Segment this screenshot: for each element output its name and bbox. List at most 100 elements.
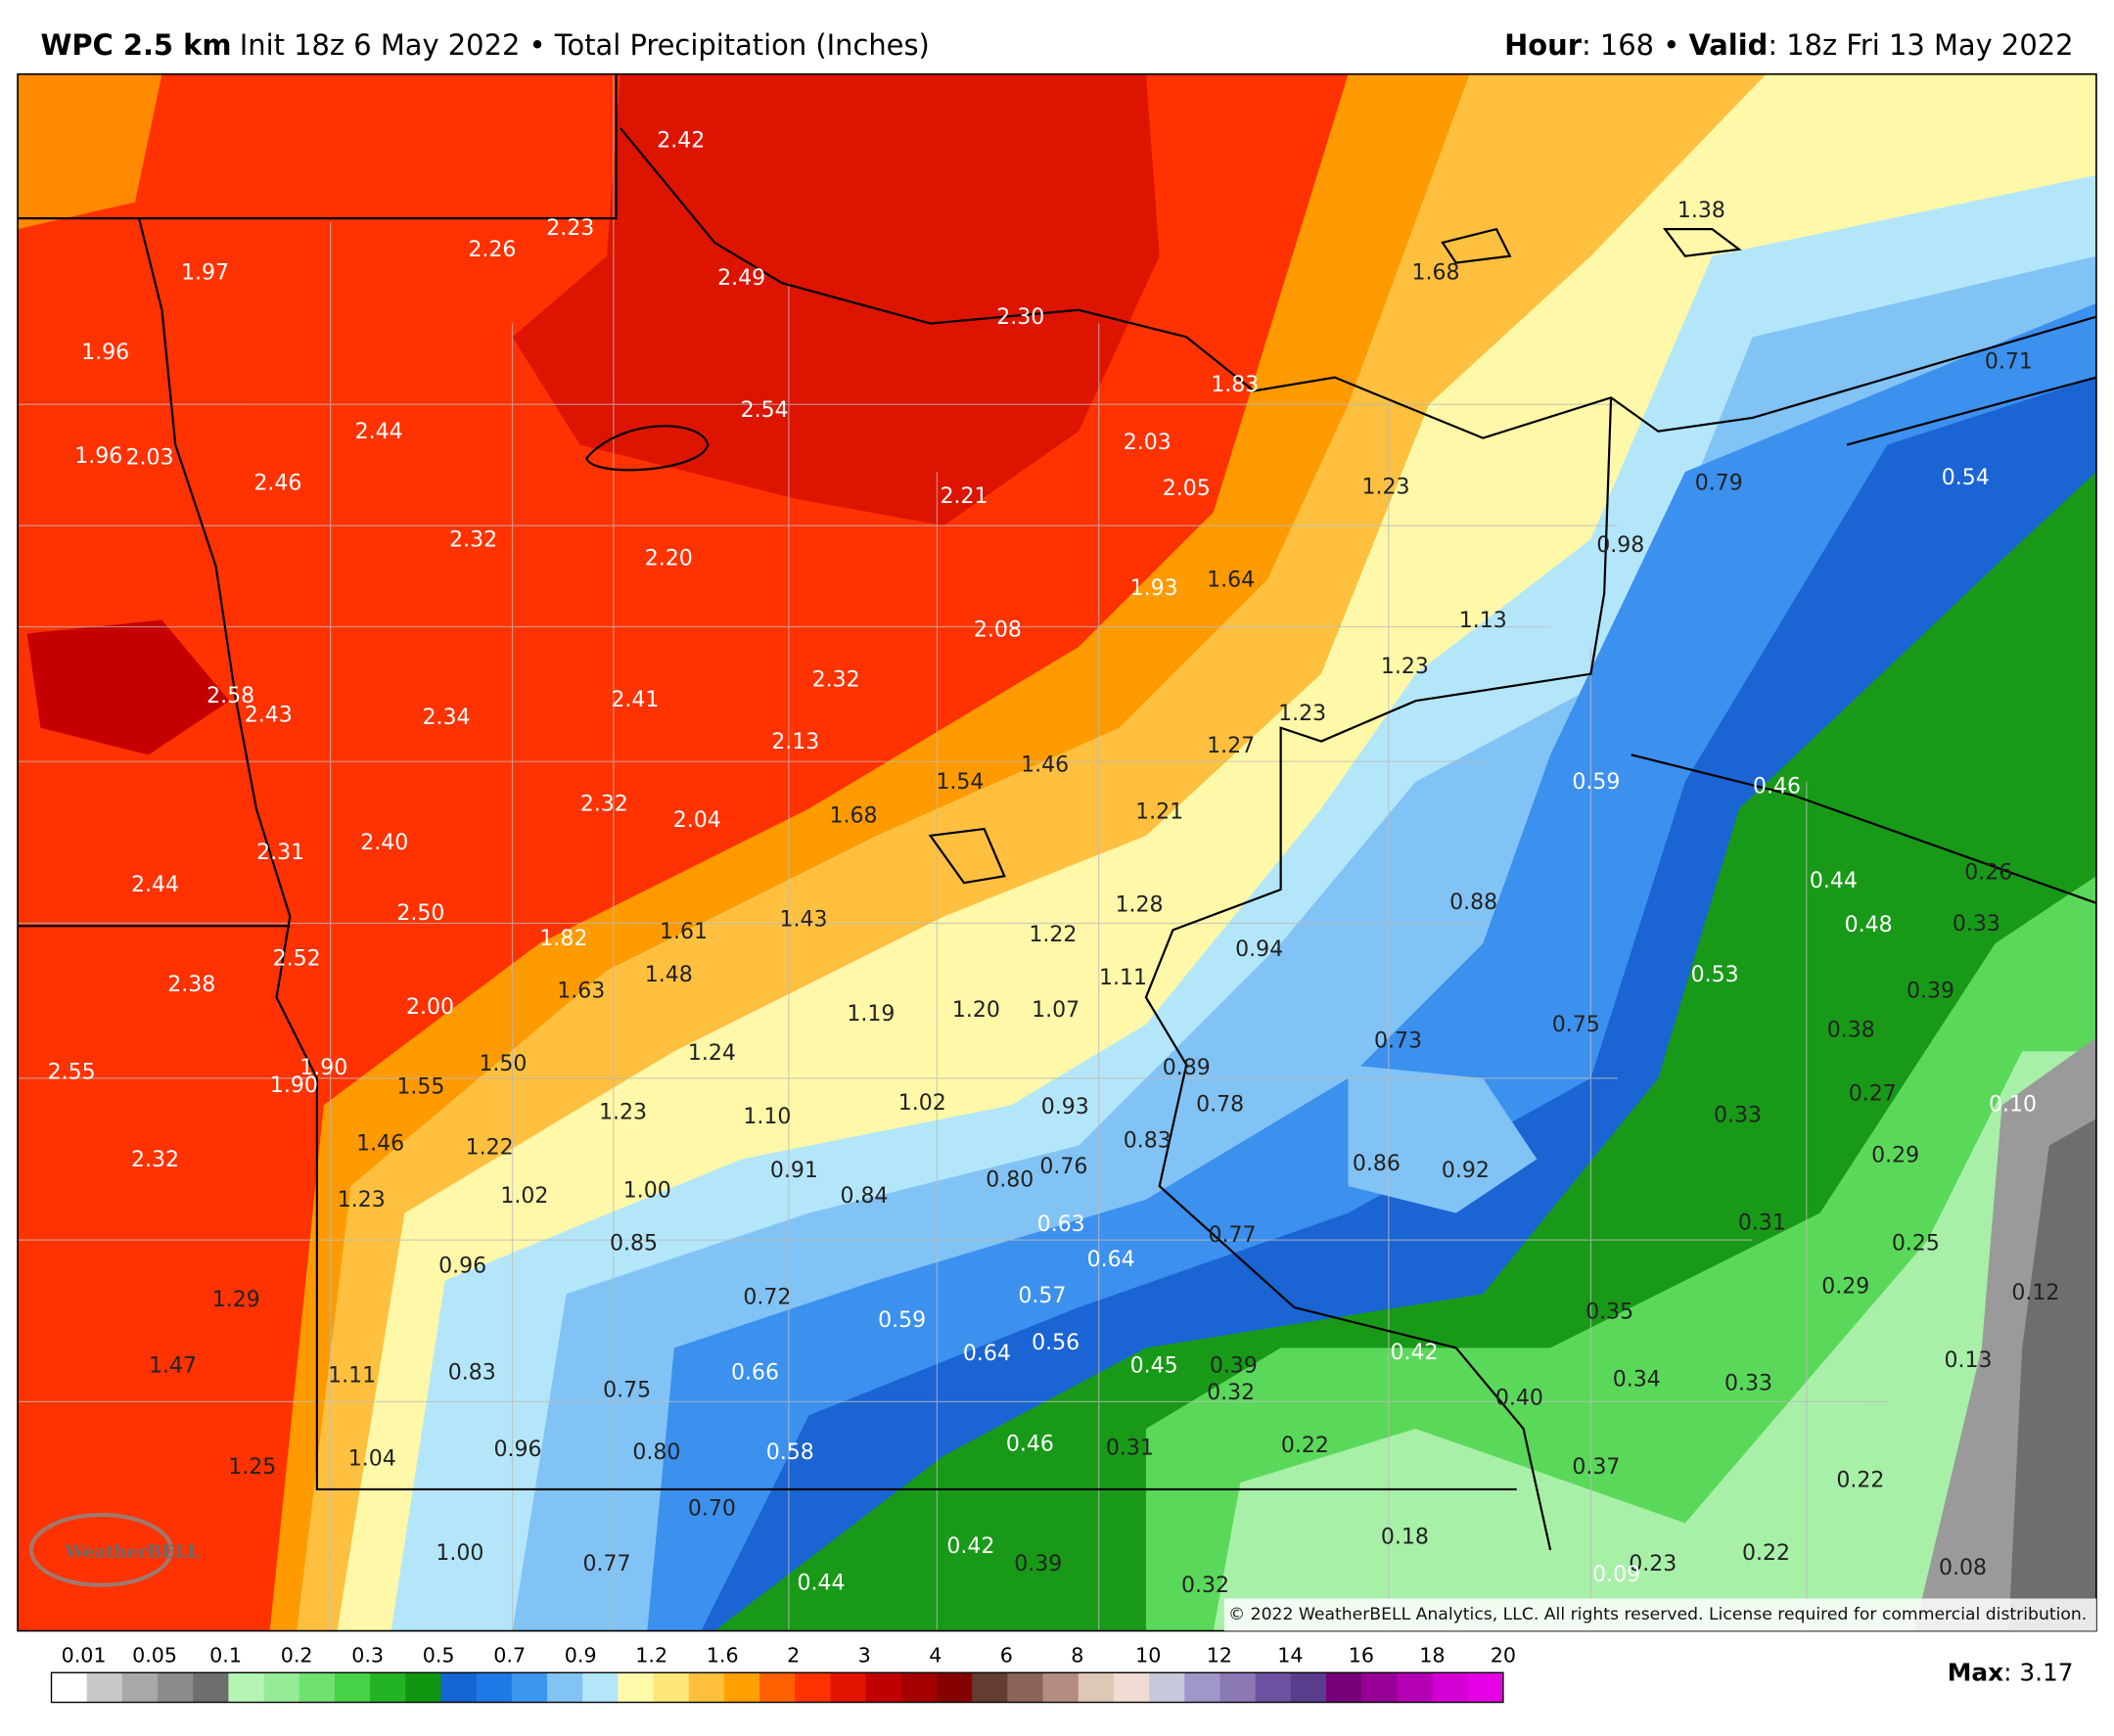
logo: WeatherBELL (64, 1542, 200, 1563)
legend-tick-label: 0.2 (281, 1644, 313, 1667)
point-label: 0.84 (841, 1184, 889, 1209)
point-label: 1.63 (557, 980, 605, 1004)
legend-tick-label: 2 (787, 1644, 800, 1667)
point-label: 0.64 (963, 1342, 1011, 1366)
point-label: 1.68 (1412, 261, 1460, 286)
legend-swatch (795, 1672, 831, 1703)
legend-swatch (582, 1672, 619, 1703)
point-label: 1.23 (338, 1188, 386, 1212)
point-label: 1.10 (743, 1105, 791, 1129)
point-label: 1.22 (1029, 923, 1077, 947)
point-label: 0.64 (1087, 1248, 1135, 1272)
point-label: 1.29 (212, 1288, 260, 1312)
legend-swatch (440, 1672, 478, 1703)
point-label: 2.32 (812, 668, 860, 693)
point-label: 0.76 (1039, 1155, 1087, 1179)
point-label: 0.42 (1390, 1341, 1438, 1365)
point-label: 2.21 (940, 484, 988, 509)
point-label: 0.18 (1381, 1526, 1429, 1550)
point-label: 0.08 (1939, 1556, 1987, 1580)
point-label: 2.05 (1163, 477, 1211, 501)
point-label: 1.55 (396, 1075, 444, 1100)
legend-tick-label: 0.05 (132, 1644, 177, 1667)
point-label: 1.25 (228, 1455, 276, 1480)
point-labels: 2.42 2.23 2.26 1.97 2.49 2.30 1.68 1.38 1.96 1.83… (48, 129, 2060, 1598)
point-label: 2.44 (131, 873, 179, 897)
legend-swatch (1325, 1672, 1362, 1703)
point-label: 0.80 (632, 1440, 680, 1465)
point-label: 1.07 (1032, 998, 1080, 1023)
point-label: 1.68 (830, 804, 878, 829)
legend-tick-label: 0.5 (423, 1644, 455, 1667)
point-label: 0.91 (770, 1159, 818, 1183)
legend-tick-label: 3 (858, 1644, 871, 1667)
legend-swatch (334, 1672, 371, 1703)
point-label: 1.46 (1021, 753, 1069, 777)
point-label: 1.48 (645, 963, 693, 987)
legend-swatch (688, 1672, 725, 1703)
point-label: 0.42 (946, 1534, 994, 1559)
legend-tick-label: 0.3 (351, 1644, 384, 1667)
logo-swirl (28, 1513, 174, 1587)
point-label: 1.90 (270, 1074, 318, 1098)
point-label: 2.42 (657, 129, 705, 154)
point-label: 2.32 (131, 1148, 179, 1172)
point-label: 0.88 (1449, 891, 1497, 915)
point-label: 0.96 (438, 1255, 486, 1279)
subtitle: Init 18z 6 May 2022 • Total Precipitatio… (240, 28, 930, 62)
point-label: 1.24 (688, 1041, 736, 1066)
point-label: 2.03 (126, 445, 174, 470)
legend-swatch (830, 1672, 867, 1703)
legend-swatch (1467, 1672, 1504, 1703)
legend-swatch (900, 1672, 938, 1703)
legend-swatch (1113, 1672, 1150, 1703)
legend-tick-label: 1.6 (707, 1644, 739, 1667)
map-frame (17, 72, 2097, 1632)
point-label: 0.31 (1738, 1211, 1786, 1236)
point-label: 2.13 (771, 730, 819, 754)
point-label: 2.00 (406, 995, 454, 1020)
point-label: 0.78 (1196, 1092, 1244, 1117)
legend-tick-label: 0.1 (209, 1644, 242, 1667)
point-label: 2.44 (355, 420, 403, 444)
point-label: 2.49 (717, 266, 765, 291)
point-label: 0.44 (797, 1571, 845, 1595)
field-palegreen (1213, 1051, 2096, 1631)
point-label: 1.11 (1099, 966, 1147, 990)
legend-swatch (1397, 1672, 1433, 1703)
legend-swatch (1255, 1672, 1292, 1703)
point-label: 0.39 (1210, 1354, 1258, 1379)
point-label: 1.13 (1459, 609, 1507, 633)
point-label: 0.09 (1592, 1563, 1640, 1587)
legend-swatch (1290, 1672, 1327, 1703)
legend-swatch (405, 1672, 441, 1703)
point-label: 1.38 (1677, 199, 1725, 223)
point-label: 2.46 (253, 471, 301, 495)
field-blue-island (1348, 1065, 1538, 1213)
point-label: 1.82 (539, 927, 587, 951)
legend-tick-label: 6 (1000, 1644, 1013, 1667)
precip-field (18, 73, 2096, 1631)
point-label: 0.40 (1495, 1387, 1543, 1411)
hour-label: Hour (1504, 28, 1583, 62)
max-label: Max (1948, 1659, 2003, 1687)
point-label: 0.85 (610, 1231, 658, 1256)
legend-swatch (51, 1672, 88, 1703)
legend-swatch (618, 1672, 654, 1703)
point-label: 0.44 (1810, 869, 1858, 893)
legend-tick-label: 0.01 (62, 1644, 107, 1667)
point-label: 0.33 (1714, 1103, 1762, 1127)
point-label: 1.50 (479, 1052, 527, 1076)
legend-tick-label: 20 (1491, 1644, 1516, 1667)
county-lines (18, 73, 1888, 1631)
max-value: : 3.17 (2003, 1659, 2073, 1687)
point-label: 1.83 (1211, 373, 1259, 397)
hour-value: : 168 • (1582, 28, 1689, 62)
copyright-box (1223, 1598, 2096, 1631)
point-label: 1.54 (936, 770, 984, 795)
point-label: 0.23 (1629, 1552, 1677, 1576)
point-label: 0.96 (494, 1438, 542, 1462)
point-label: 2.31 (256, 841, 304, 865)
point-label: 0.10 (1989, 1092, 2037, 1117)
point-label: 1.22 (466, 1135, 514, 1160)
